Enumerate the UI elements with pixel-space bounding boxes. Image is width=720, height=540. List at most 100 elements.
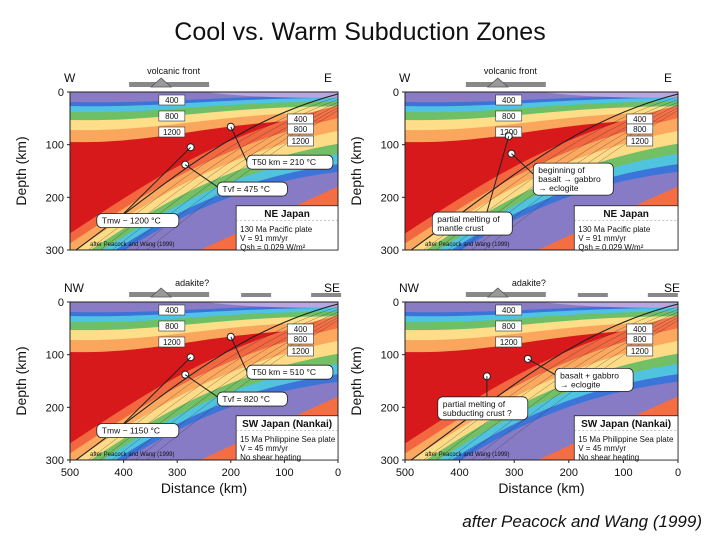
x-tick-label: 100 — [614, 467, 632, 479]
isotherm-label: 1200 — [631, 347, 649, 356]
arc-bar — [465, 292, 546, 297]
isotherm-label-box — [158, 110, 186, 122]
direction-right-label: E — [324, 71, 332, 85]
isotherm-label: 1200 — [163, 128, 181, 137]
partial-melting-callout-text: partial melting of — [437, 214, 500, 224]
isotherm-label-box — [158, 336, 186, 348]
volcano-icon — [486, 77, 509, 88]
arc-bar — [647, 293, 678, 297]
x-tick-label: 0 — [675, 467, 681, 479]
isotherm-label: 400 — [633, 115, 647, 124]
eclogite-callout-text: → eclogite — [560, 379, 600, 389]
y-tick-label: 200 — [46, 402, 64, 414]
x-tick-label: 300 — [505, 467, 523, 479]
adakite-label: adakite? — [175, 278, 209, 288]
arc-bar — [465, 82, 546, 87]
isotherm-label-box — [495, 304, 523, 316]
y-tick-label: 300 — [46, 455, 64, 467]
isotherm-label: 800 — [502, 112, 516, 121]
isotherm-label: 800 — [502, 322, 516, 331]
leader-line — [123, 356, 191, 425]
credit-text: after Peacock and Wang (1999) — [462, 512, 702, 531]
plate-param-2: No shear heating — [578, 453, 639, 462]
panel-credit: after Peacock and Wang (1999) — [425, 452, 510, 458]
isotherm-label-box — [626, 345, 654, 357]
region-label: SW Japan (Nankai) — [242, 419, 332, 430]
temp-vf-callout — [216, 391, 288, 407]
y-tick-label: 100 — [381, 140, 399, 152]
isotherm-label-box — [158, 94, 186, 106]
direction-right-label: E — [664, 71, 672, 85]
panel-frame — [404, 301, 679, 461]
trench-region — [204, 92, 338, 98]
isotherm-label-box — [626, 333, 654, 345]
plate-param-1: V = 45 mm/yr — [240, 444, 288, 453]
y-axis-label: Depth (km) — [348, 346, 364, 415]
info-box — [573, 205, 679, 251]
volcano-icon — [486, 287, 509, 298]
y-tick-label: 300 — [381, 455, 399, 467]
isotherm-label-box — [495, 320, 523, 332]
isotherm-label: 800 — [165, 112, 179, 121]
volcanic-front-label: volcanic front — [484, 66, 538, 76]
isotherm-label: 800 — [294, 125, 308, 134]
y-axis-label: Depth (km) — [13, 136, 29, 205]
isotherm-label: 800 — [633, 335, 647, 344]
isotherm-label: 400 — [502, 96, 516, 105]
panel-sw-left: NW SEadakite?4004008008001200120001002003… — [13, 278, 342, 496]
eclogite-callout-text: → eclogite — [538, 183, 578, 193]
isotherm-label-box — [158, 304, 186, 316]
arc-bar — [241, 293, 272, 297]
leader-line — [527, 358, 556, 376]
partial-melting-callout — [431, 211, 513, 236]
info-box — [235, 205, 339, 251]
y-tick-label: 200 — [381, 192, 399, 204]
x-tick-label: 400 — [450, 467, 468, 479]
y-tick-label: 300 — [46, 245, 64, 257]
direction-left-label: W — [399, 71, 411, 85]
plate-param-1: V = 91 mm/yr — [578, 234, 626, 243]
isotherm-label: 400 — [294, 115, 308, 124]
eclogite-callout-text: basalt → gabbro — [538, 174, 601, 184]
direction-left-label: NW — [399, 281, 420, 295]
isotherm-label: 1200 — [292, 137, 310, 146]
y-tick-label: 100 — [381, 350, 399, 362]
panel-frame — [69, 91, 339, 251]
panel-credit: after Peacock and Wang (1999) — [90, 242, 175, 248]
isotherm-label: 1200 — [292, 347, 310, 356]
plate-param-0: 130 Ma Pacific plate — [240, 225, 313, 234]
direction-left-label: W — [64, 71, 76, 85]
isotherm-line — [423, 306, 678, 460]
x-tick-label: 400 — [114, 467, 132, 479]
region-label: SW Japan (Nankai) — [581, 419, 671, 430]
y-tick-label: 0 — [58, 87, 64, 99]
isotherm-label: 400 — [633, 325, 647, 334]
plate-param-2: Qsh = 0.029 W/m² — [578, 243, 643, 252]
temp-vf-callout — [216, 181, 288, 197]
isotherm-line — [87, 306, 338, 460]
leader-line — [123, 146, 191, 215]
leader-line — [184, 164, 218, 188]
plate-param-2: No shear heating — [240, 453, 301, 462]
volcanic-front-label: volcanic front — [147, 66, 201, 76]
direction-right-label: SE — [324, 281, 340, 295]
isotherm-label-box — [626, 123, 654, 135]
direction-left-label: NW — [64, 281, 85, 295]
leader-line — [511, 153, 534, 175]
isotherm-label-box — [158, 126, 186, 138]
plate-param-0: 15 Ma Philippine Sea plate — [240, 435, 336, 444]
temp-50km-callout-text: T50 km = 510 °C — [252, 367, 316, 377]
volcano-icon — [150, 77, 173, 88]
arc-bar — [129, 82, 210, 87]
x-tick-label: 300 — [168, 467, 186, 479]
isotherm-label: 800 — [294, 335, 308, 344]
isotherm-label: 400 — [502, 306, 516, 315]
leader-line — [230, 336, 248, 372]
plate-param-1: V = 91 mm/yr — [240, 234, 288, 243]
y-tick-label: 200 — [46, 192, 64, 204]
isotherm-label: 400 — [165, 306, 179, 315]
trench-region — [541, 92, 678, 98]
leader-line — [486, 136, 510, 213]
